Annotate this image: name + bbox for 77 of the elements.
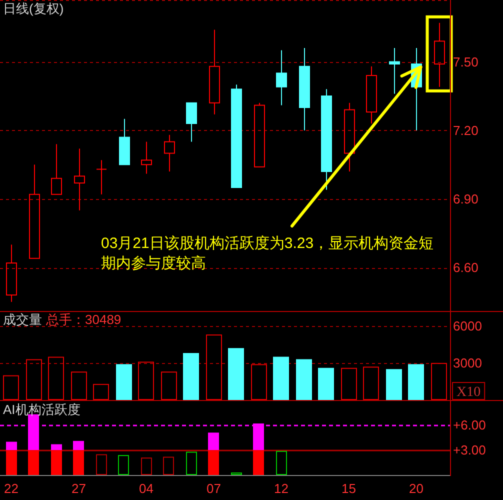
y-axis-title: X10 (456, 385, 481, 400)
y-tick-label: 7.50 (453, 54, 478, 70)
chart-title: AI机构活跃度 (3, 402, 80, 417)
candlestick (186, 102, 197, 142)
bar (386, 369, 402, 400)
candlestick (209, 29, 220, 115)
bar (363, 366, 379, 400)
y-tick-label: 6.60 (453, 260, 478, 276)
bar (73, 450, 84, 475)
bar (96, 454, 107, 475)
bar (51, 450, 62, 475)
bar (116, 364, 132, 400)
bar (183, 353, 199, 400)
candlestick (299, 48, 310, 131)
candlestick (119, 118, 130, 166)
bar (208, 450, 219, 475)
chart-title: 成交量 (3, 312, 42, 327)
bar (408, 364, 424, 400)
bar (6, 450, 17, 475)
x-tick-label: 20 (409, 481, 424, 496)
candlestick (389, 48, 400, 94)
candlestick (96, 160, 107, 195)
bar (206, 334, 222, 400)
bar (318, 368, 334, 400)
y-tick-label: +6.00 (453, 418, 486, 433)
bar (161, 372, 177, 400)
chart-subtitle: 总手：30489 (45, 312, 122, 327)
bar (163, 456, 174, 475)
candlestick (74, 148, 85, 211)
bar (3, 375, 19, 400)
bar (276, 450, 287, 475)
bar (28, 414, 39, 450)
annotation: 03月21日该股机构活跃度为3.23，显示机构资金短期内参与度较高 (101, 235, 434, 272)
y-tick-label: 3000 (453, 355, 482, 370)
candlestick (366, 66, 377, 124)
bar (431, 362, 447, 400)
bar (6, 442, 17, 450)
bar (186, 452, 197, 475)
bar (296, 359, 312, 400)
bar (253, 450, 264, 475)
candlestick (6, 244, 17, 302)
bar (93, 384, 109, 400)
bar (273, 356, 289, 400)
candlestick (344, 102, 355, 172)
y-tick-label: 6000 (453, 318, 482, 334)
candlestick (141, 141, 152, 174)
chart-title: 日线(复权) (3, 1, 64, 16)
x-tick-label: 12 (274, 481, 288, 496)
candlestick (51, 144, 62, 195)
bar (138, 362, 154, 400)
candlestick (29, 164, 40, 259)
candlestick (164, 134, 175, 172)
bar (141, 458, 152, 475)
bar (73, 440, 84, 450)
bar (48, 356, 64, 400)
x-tick-label: 15 (342, 481, 356, 496)
candlestick (434, 22, 445, 88)
x-tick-label: 04 (139, 481, 154, 496)
candlestick (231, 84, 242, 188)
y-tick-label: 6.90 (453, 192, 478, 206)
x-tick-label: 22 (4, 481, 18, 496)
bar (26, 359, 42, 400)
candlestick (254, 102, 265, 168)
bar (118, 455, 129, 475)
y-tick-label: 7.20 (453, 122, 478, 138)
bar (228, 348, 244, 400)
candlestick (276, 50, 287, 106)
bar (208, 432, 219, 450)
bar (71, 372, 87, 400)
candlestick (321, 88, 332, 190)
bar (341, 368, 357, 400)
bar (51, 444, 62, 450)
y-tick-label: +3.00 (453, 442, 486, 458)
x-tick-label: 27 (72, 481, 86, 496)
bar (28, 450, 39, 475)
x-tick-label: 07 (206, 481, 221, 496)
bar (251, 364, 267, 400)
